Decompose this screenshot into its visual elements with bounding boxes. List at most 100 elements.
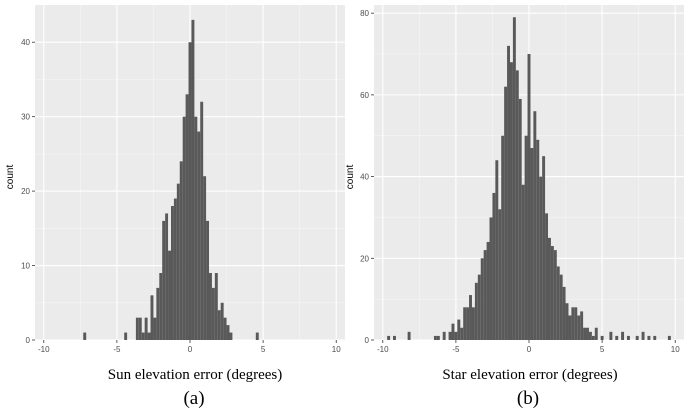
y-tick-label: 80	[360, 9, 369, 18]
histogram-bar	[641, 331, 645, 340]
histogram-bar	[209, 273, 212, 340]
histogram-bar	[609, 331, 613, 340]
y-axis-label-a: count	[5, 165, 16, 190]
x-tick-labels-b: -10 -5 0 5 10	[377, 340, 680, 354]
x-tick-label: 5	[261, 345, 266, 354]
histogram-bar	[407, 331, 411, 340]
histogram-bar	[451, 323, 455, 340]
histogram-bar	[141, 332, 145, 340]
histogram-bar	[533, 111, 537, 340]
x-tick-label: 5	[600, 345, 605, 354]
histogram-bar	[586, 327, 589, 340]
histogram-bar	[501, 135, 505, 340]
histogram-bar	[387, 335, 391, 340]
y-tick-label: 10	[21, 262, 30, 271]
y-tick-label: 20	[21, 187, 30, 196]
histogram-bar	[147, 332, 151, 340]
x-tick-label: 0	[527, 345, 532, 354]
x-tick-label: -5	[452, 345, 460, 354]
caption-a: (a)	[183, 388, 204, 409]
histogram-bar	[489, 217, 493, 340]
histogram-bar	[486, 241, 490, 340]
histogram-bar	[568, 315, 572, 340]
histogram-bar	[550, 246, 554, 340]
histogram-bar	[577, 315, 581, 340]
histogram-bar	[548, 237, 551, 340]
histogram-bar	[159, 273, 163, 340]
histogram-bar	[527, 54, 531, 341]
histogram-bar	[185, 94, 189, 340]
histogram-bar	[463, 307, 467, 340]
histogram-bar	[393, 335, 396, 340]
panel-a: 0 10 20 30 40 -10 -5 0 5 10 count Sun elevation …	[5, 5, 345, 409]
histogram-bar	[480, 258, 484, 340]
histogram-bar	[179, 161, 183, 340]
histogram-bar	[518, 98, 522, 341]
histogram-bar	[168, 250, 171, 340]
y-tick-labels-b: 0 20 40 60 80	[360, 9, 374, 345]
histogram-bar	[214, 273, 218, 340]
histogram-bar	[521, 184, 525, 340]
histogram-bar	[626, 335, 630, 340]
histogram-bar	[559, 274, 563, 340]
histogram-bar	[170, 206, 174, 340]
histogram-bar	[583, 327, 587, 340]
histogram-bar	[150, 295, 154, 340]
x-axis-label-a: Sun elevation error (degrees)	[108, 367, 283, 383]
histogram-bar	[469, 295, 472, 340]
histogram-bar	[176, 183, 180, 340]
histogram-bar	[156, 287, 160, 340]
y-tick-label: 40	[360, 173, 369, 182]
histogram-bar	[667, 335, 671, 340]
bars-a	[83, 19, 259, 341]
histogram-bar	[138, 317, 142, 340]
histogram-bar	[553, 250, 557, 340]
histogram-bar	[498, 209, 502, 340]
x-tick-label: -10	[38, 345, 50, 354]
histogram-bar	[153, 317, 157, 340]
histogram-bar	[512, 17, 516, 340]
histogram-bar	[647, 335, 651, 340]
panel-b: 0 20 40 60 80 -10 -5 0 5 10 count Star elevation…	[345, 5, 684, 409]
y-tick-label: 20	[360, 254, 369, 263]
histogram-bar	[507, 45, 510, 340]
histogram-bar	[492, 192, 496, 340]
histogram-bar	[562, 286, 566, 340]
histogram-bar	[206, 220, 210, 340]
histogram-bar	[191, 19, 195, 341]
histogram-bar	[144, 317, 148, 340]
histogram-bar	[542, 156, 546, 340]
x-tick-label: 10	[332, 345, 341, 354]
y-tick-label: 0	[26, 336, 31, 345]
histogram-bar	[124, 332, 128, 340]
x-tick-labels-a: -10 -5 0 5 10	[38, 340, 341, 354]
y-tick-label: 60	[360, 91, 369, 100]
y-axis-label-b: count	[345, 165, 356, 190]
histogram-bar	[504, 86, 508, 341]
x-tick-label: 0	[188, 345, 193, 354]
histogram-bar	[448, 331, 452, 340]
histogram-bar	[530, 147, 534, 340]
histogram-bar	[433, 335, 437, 340]
histogram-bar	[483, 250, 487, 340]
histogram-bar	[217, 310, 221, 340]
histogram-bar	[197, 131, 201, 340]
histogram-bar	[556, 266, 560, 340]
histogram-bar	[515, 70, 519, 341]
histogram-bar	[454, 331, 458, 340]
histogram-bar	[460, 327, 464, 340]
x-tick-label: -5	[113, 345, 121, 354]
histogram-bar	[229, 332, 233, 340]
histogram-bar	[474, 282, 478, 340]
histogram-bar	[571, 307, 575, 340]
histogram-bar	[83, 332, 87, 340]
histogram-bar	[545, 213, 549, 340]
x-tick-label: 10	[671, 345, 680, 354]
y-tick-labels-a: 0 10 20 30 40	[21, 38, 35, 345]
histogram-bar	[588, 331, 592, 340]
histogram-bar	[466, 307, 470, 340]
histogram-bar	[457, 319, 461, 340]
histogram-bar	[203, 176, 207, 340]
histogram-bar	[436, 335, 440, 340]
